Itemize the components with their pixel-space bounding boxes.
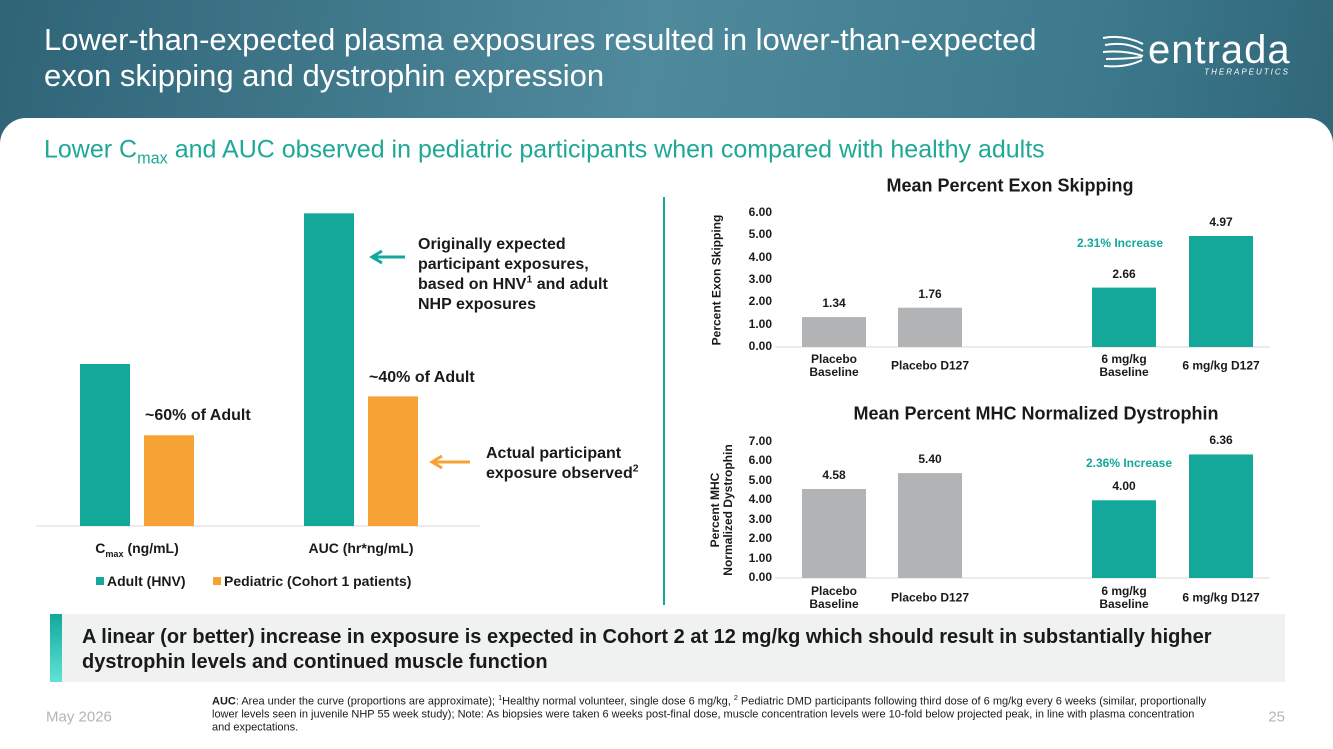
x-tick-label: Placebo Baseline [809, 584, 859, 611]
bar [1189, 236, 1253, 347]
text-part: ~60% of Adult [145, 406, 251, 424]
annotation: Originally expected participant exposure… [418, 235, 633, 315]
bar [1092, 500, 1156, 578]
bar [1092, 287, 1156, 347]
x-tick-label: Placebo Baseline [809, 352, 859, 379]
text-part: Actual participant exposure observed [486, 445, 633, 482]
x-tick-label: 6 mg/kg D127 [1182, 590, 1260, 605]
text-part: Lower C [44, 135, 138, 164]
y-tick-label: 2.00 [748, 294, 772, 309]
text-part: (ng/mL) [123, 539, 179, 556]
text-part: max [137, 149, 168, 168]
text-part: max [105, 548, 124, 559]
annotation: ~60% of Adult [145, 407, 251, 425]
text-part: C [95, 539, 106, 556]
value-label: 4.58 [822, 468, 846, 483]
callout-box [50, 614, 1285, 682]
chart-title: Mean Percent Exon Skipping [886, 175, 1134, 196]
text-part: : Area under the curve (proportions are … [235, 695, 499, 708]
x-tick-label: 6 mg/kg D127 [1182, 358, 1260, 373]
y-tick-label: 3.00 [748, 511, 772, 526]
bar [898, 307, 962, 347]
logo-subtext: THERAPEUTICS [1204, 67, 1290, 77]
arrow [429, 454, 470, 470]
text-part: 2 [632, 463, 639, 475]
y-tick-label: 0.00 [748, 570, 772, 585]
y-tick-label: 3.00 [748, 272, 772, 287]
value-label: 1.76 [918, 286, 942, 301]
text-part: Healthy normal volunteer, single dose 6 … [502, 695, 734, 708]
y-tick-label: 4.00 [748, 249, 772, 264]
arrow [369, 249, 405, 265]
text-part: ~40% of Adult [369, 368, 475, 386]
legend-label: Pediatric (Cohort 1 patients) [224, 572, 412, 589]
x-tick-label: AUC (hr*ng/mL) [309, 540, 414, 556]
y-axis-title: Percent MHC Normalized Dystrophin [708, 444, 735, 576]
bar [802, 489, 866, 578]
text-part: 1 [498, 693, 503, 702]
text-part: 2.36% Increase [1085, 456, 1173, 471]
callout-text: A linear (or better) increase in exposur… [82, 626, 1212, 673]
text-part: 2.31% Increase [1076, 236, 1164, 251]
bar [80, 364, 130, 526]
bar [304, 213, 354, 526]
bar [144, 435, 194, 526]
y-tick-label: 0.00 [748, 339, 772, 354]
text-part: 1 [526, 274, 533, 286]
callout-accent [50, 614, 62, 682]
legend-swatch [96, 577, 104, 585]
annotation: ~40% of Adult [369, 369, 475, 387]
value-label: 2.66 [1112, 266, 1136, 281]
bar [368, 396, 418, 526]
y-tick-label: 6.00 [748, 205, 772, 220]
annotation: 2.31% Increase [1076, 236, 1164, 251]
bar [898, 473, 962, 578]
subtitle: Lower Cmax and AUC observed in pediatric… [44, 135, 1045, 168]
annotation: 2.36% Increase [1085, 456, 1173, 471]
y-tick-label: 5.00 [748, 472, 772, 487]
legend-label: Adult (HNV) [107, 572, 186, 589]
footnote: AUC: Area under the curve (proportions a… [212, 693, 1212, 735]
footer-date: May 2026 [46, 708, 112, 726]
text-part: Originally expected participant exposure… [418, 236, 589, 293]
y-tick-label: 5.00 [748, 227, 772, 242]
y-tick-label: 4.00 [748, 492, 772, 507]
y-tick-label: 1.00 [748, 550, 772, 565]
y-tick-label: 6.00 [748, 453, 772, 468]
x-tick-label: Placebo D127 [890, 590, 970, 605]
x-tick-label: 6 mg/kg Baseline [1099, 584, 1149, 611]
bar [802, 317, 866, 347]
annotation: Actual participant exposure observed2 [486, 444, 666, 484]
chart-title: Mean Percent MHC Normalized Dystrophin [853, 403, 1219, 424]
y-tick-label: 7.00 [748, 434, 772, 449]
logo-mark [1102, 35, 1144, 68]
text-part: AUC [212, 695, 236, 708]
text-part: Pediatric DMD participants following thi… [212, 695, 1207, 734]
value-label: 4.97 [1209, 215, 1233, 230]
value-label: 4.00 [1112, 479, 1136, 494]
x-tick-label: Cmax (ng/mL) [95, 539, 179, 559]
y-tick-label: 1.00 [748, 316, 772, 331]
x-tick-label: 6 mg/kg Baseline [1099, 352, 1149, 379]
legend-swatch [213, 577, 221, 585]
value-label: 1.34 [822, 296, 846, 311]
value-label: 5.40 [918, 452, 942, 467]
slide-title: Lower-than-expected plasma exposures res… [44, 22, 1037, 93]
value-label: 6.36 [1209, 433, 1233, 448]
page-number: 25 [1268, 708, 1285, 726]
text-part: and adult NHP exposures [418, 276, 608, 313]
y-tick-label: 2.00 [748, 531, 772, 546]
text-part: and AUC observed in pediatric participan… [167, 135, 1045, 164]
x-tick-label: Placebo D127 [890, 358, 970, 373]
bar [1189, 454, 1253, 578]
text-part: AUC (hr*ng/mL) [308, 539, 414, 556]
text-part: 2 [733, 693, 738, 702]
logo-text: entrada [1148, 28, 1291, 72]
y-axis-title: Percent Exon Skipping [709, 214, 724, 346]
